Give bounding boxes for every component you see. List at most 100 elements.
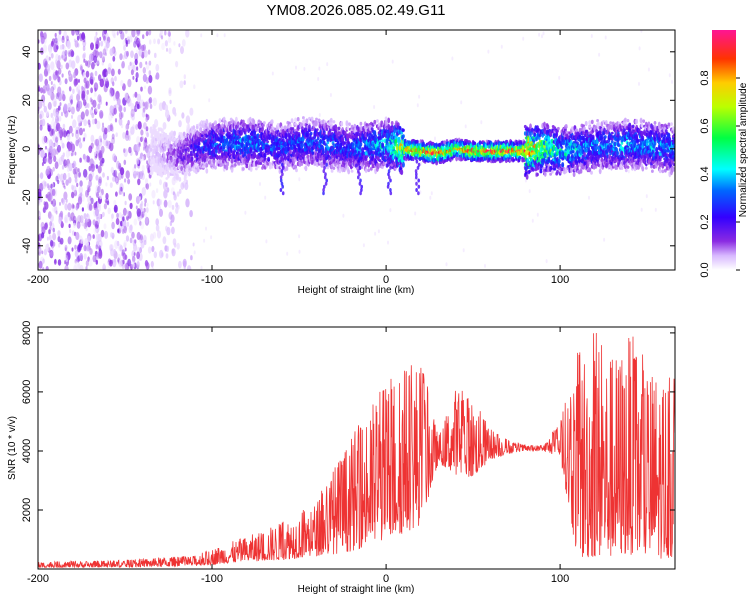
noise-point [205,226,207,231]
noise-point [90,197,94,204]
spectrogram-marks [38,30,675,270]
noise-point [58,105,61,111]
noise-point [528,189,531,194]
noise-point [71,184,74,190]
noise-point [41,94,46,103]
noise-point [56,45,59,50]
ridge-point [150,170,154,175]
noise-point [59,173,65,183]
noise-point [126,50,129,57]
noise-point [136,40,141,48]
noise-point [180,182,185,190]
noise-point [97,178,102,187]
noise-point [110,88,114,96]
noise-point [41,118,46,127]
noise-point [44,157,47,163]
noise-point [58,30,62,35]
noise-point [81,93,85,101]
noise-point [65,62,70,70]
noise-point [52,108,57,117]
noise-point [142,34,145,39]
noise-point [74,151,77,156]
ridge-point [165,177,169,180]
ridge-point [311,151,315,155]
noise-point [125,170,130,179]
noise-point [125,130,129,136]
noise-point [89,108,93,116]
noise-point [90,163,95,172]
ridge-point [456,153,459,158]
noise-point [110,248,115,257]
noise-point [430,191,433,196]
noise-point [42,58,48,68]
noise-point [200,265,203,270]
noise-point [141,213,144,219]
noise-point [59,44,63,50]
noise-point [145,30,149,37]
noise-point [113,199,117,206]
noise-point [185,179,188,185]
ridge-point [411,156,415,162]
noise-point [102,69,107,78]
noise-point [117,228,120,233]
noise-point [50,53,54,59]
ridge-point [234,129,237,135]
noise-point [122,55,125,60]
noise-point [139,221,142,226]
ridge-point [180,165,184,172]
noise-point [75,139,79,147]
noise-point [44,222,48,230]
noise-point [38,213,41,219]
noise-point [104,127,108,135]
noise-point [94,87,97,92]
noise-point [137,171,141,179]
noise-point [60,111,64,117]
noise-point [42,267,45,270]
noise-point [77,168,80,173]
noise-point [80,238,84,244]
noise-point [66,133,71,141]
noise-point [155,218,159,226]
noise-point [189,210,193,218]
noise-point [137,178,141,186]
ridge-point [163,145,167,152]
noise-point [148,74,153,84]
noise-point [120,31,125,40]
noise-point [113,169,118,178]
noise-point [120,225,124,232]
noise-point [122,216,125,222]
noise-point [76,255,80,263]
noise-point [82,71,86,78]
noise-point [63,130,67,138]
noise-point [210,235,213,240]
noise-point [72,168,76,175]
noise-point [78,137,81,143]
noise-point [136,30,141,37]
noise-point [271,71,274,76]
ridge-point [315,120,318,127]
ridge-point [316,153,320,159]
noise-point [126,215,129,221]
noise-point [145,183,150,190]
noise-point [147,49,151,55]
ridge-point [332,120,336,124]
noise-point [71,203,75,210]
noise-point [102,122,104,127]
noise-point [144,178,149,185]
noise-point [668,73,671,78]
noise-point [146,132,149,138]
noise-point [175,63,178,68]
noise-point [76,35,80,41]
ridge-point [201,134,204,138]
noise-point [78,78,80,83]
noise-point [81,221,84,227]
noise-point [145,126,149,132]
noise-point [179,80,184,89]
noise-point [61,142,65,149]
noise-point [141,187,146,196]
noise-point [95,174,99,181]
noise-point [303,66,306,71]
noise-point [82,128,85,132]
ridge-point [261,126,264,132]
ridge-point [367,168,371,173]
